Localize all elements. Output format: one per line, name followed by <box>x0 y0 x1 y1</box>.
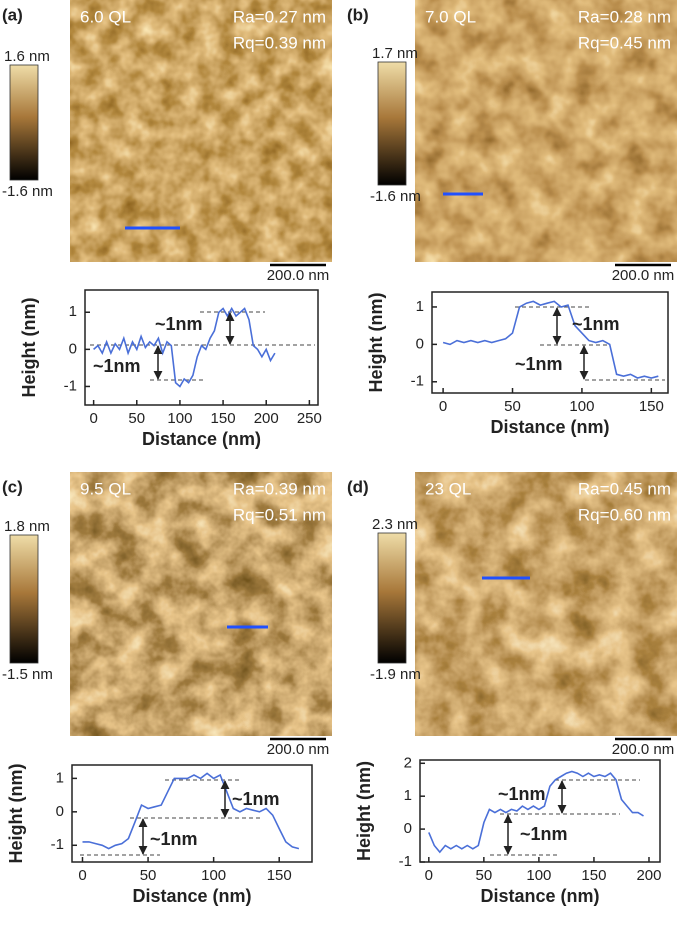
colorbar <box>377 61 407 186</box>
y-tick-label: 0 <box>69 340 77 357</box>
x-tick-label: 100 <box>167 410 192 427</box>
rq-label: Rq=0.39 nm <box>233 33 326 52</box>
x-tick-label: 150 <box>211 410 236 427</box>
annotation: ~1nm <box>232 789 280 809</box>
annotation: ~1nm <box>572 314 620 334</box>
afm-image <box>415 0 677 262</box>
colorbar-min-label: -1.9 nm <box>370 666 421 683</box>
y-axis-label: Height (nm) <box>6 764 26 864</box>
rq-label: Rq=0.45 nm <box>578 33 671 52</box>
annotation: ~1nm <box>498 784 546 804</box>
colorbar <box>377 532 407 664</box>
colorbar-min-label: -1.6 nm <box>370 188 421 205</box>
profile-line <box>442 300 659 379</box>
scale-bar-label: 200.0 nm <box>612 741 675 758</box>
afm-image <box>70 0 332 262</box>
colorbar-max-label: 1.8 nm <box>4 518 50 535</box>
rq-label: Rq=0.60 nm <box>578 505 671 524</box>
colorbar-max-label: 1.6 nm <box>4 48 50 65</box>
x-tick-label: 0 <box>89 410 97 427</box>
x-tick-label: 50 <box>476 867 493 884</box>
x-axis-label: Distance (nm) <box>490 417 609 437</box>
x-tick-label: 0 <box>78 867 86 884</box>
y-tick-label: 0 <box>56 803 64 820</box>
x-tick-label: 200 <box>636 867 661 884</box>
panel-label: (d) <box>347 477 369 496</box>
y-axis-label: Height (nm) <box>19 298 39 398</box>
thickness-label: 6.0 QL <box>80 7 131 26</box>
y-axis-label: Height (nm) <box>366 293 386 393</box>
colorbar-max-label: 1.7 nm <box>372 45 418 62</box>
colorbar-min-label: -1.5 nm <box>2 666 53 683</box>
x-tick-label: 50 <box>504 398 521 415</box>
y-tick-label: 1 <box>404 787 412 804</box>
profile-line <box>82 772 300 850</box>
plot-frame <box>431 291 669 394</box>
x-tick-label: 100 <box>526 867 551 884</box>
y-tick-label: 1 <box>56 769 64 786</box>
rq-label: Rq=0.51 nm <box>233 505 326 524</box>
x-tick-label: 0 <box>425 867 433 884</box>
x-tick-label: 100 <box>201 867 226 884</box>
ra-label: Ra=0.39 nm <box>233 479 326 498</box>
colorbar-max-label: 2.3 nm <box>372 516 418 533</box>
plot-frame <box>419 759 661 863</box>
ra-label: Ra=0.27 nm <box>233 7 326 26</box>
x-tick-label: 150 <box>581 867 606 884</box>
colorbar <box>9 534 39 664</box>
y-tick-label: 0 <box>416 335 424 352</box>
y-tick-label: -1 <box>51 836 64 853</box>
thickness-label: 7.0 QL <box>425 7 476 26</box>
x-tick-label: 0 <box>439 398 447 415</box>
y-tick-label: -1 <box>399 853 412 870</box>
plot-frame <box>84 289 319 406</box>
scale-bar-label: 200.0 nm <box>267 267 330 284</box>
y-axis-label: Height (nm) <box>354 761 374 861</box>
panel-label: (c) <box>2 477 23 496</box>
colorbar-min-label: -1.6 nm <box>2 183 53 200</box>
x-tick-label: 150 <box>639 398 664 415</box>
colorbar <box>9 64 39 181</box>
x-tick-label: 200 <box>254 410 279 427</box>
scale-bar-label: 200.0 nm <box>612 267 675 284</box>
ra-label: Ra=0.45 nm <box>578 479 671 498</box>
x-axis-label: Distance (nm) <box>480 886 599 906</box>
annotation: ~1nm <box>93 356 141 376</box>
y-tick-label: -1 <box>411 373 424 390</box>
afm-image <box>70 472 332 736</box>
scale-bar-label: 200.0 nm <box>267 741 330 758</box>
annotation: ~1nm <box>515 354 563 374</box>
y-tick-label: -1 <box>64 377 77 394</box>
afm-image <box>415 472 677 736</box>
panel-label: (b) <box>347 5 369 24</box>
y-tick-label: 2 <box>404 754 412 771</box>
x-axis-label: Distance (nm) <box>142 429 261 449</box>
x-tick-label: 100 <box>569 398 594 415</box>
profile-line <box>428 770 644 854</box>
thickness-label: 23 QL <box>425 479 471 498</box>
ra-label: Ra=0.28 nm <box>578 7 671 26</box>
plot-frame <box>71 764 313 863</box>
panel-label: (a) <box>2 5 23 24</box>
y-tick-label: 1 <box>69 303 77 320</box>
x-tick-label: 50 <box>140 867 157 884</box>
annotation: ~1nm <box>520 824 568 844</box>
x-tick-label: 150 <box>267 867 292 884</box>
x-tick-label: 50 <box>128 410 145 427</box>
annotation: ~1nm <box>155 314 203 334</box>
y-tick-label: 0 <box>404 820 412 837</box>
x-tick-label: 250 <box>297 410 322 427</box>
y-tick-label: 1 <box>416 298 424 315</box>
x-axis-label: Distance (nm) <box>132 886 251 906</box>
thickness-label: 9.5 QL <box>80 479 131 498</box>
profile-line <box>93 306 276 388</box>
annotation: ~1nm <box>150 829 198 849</box>
